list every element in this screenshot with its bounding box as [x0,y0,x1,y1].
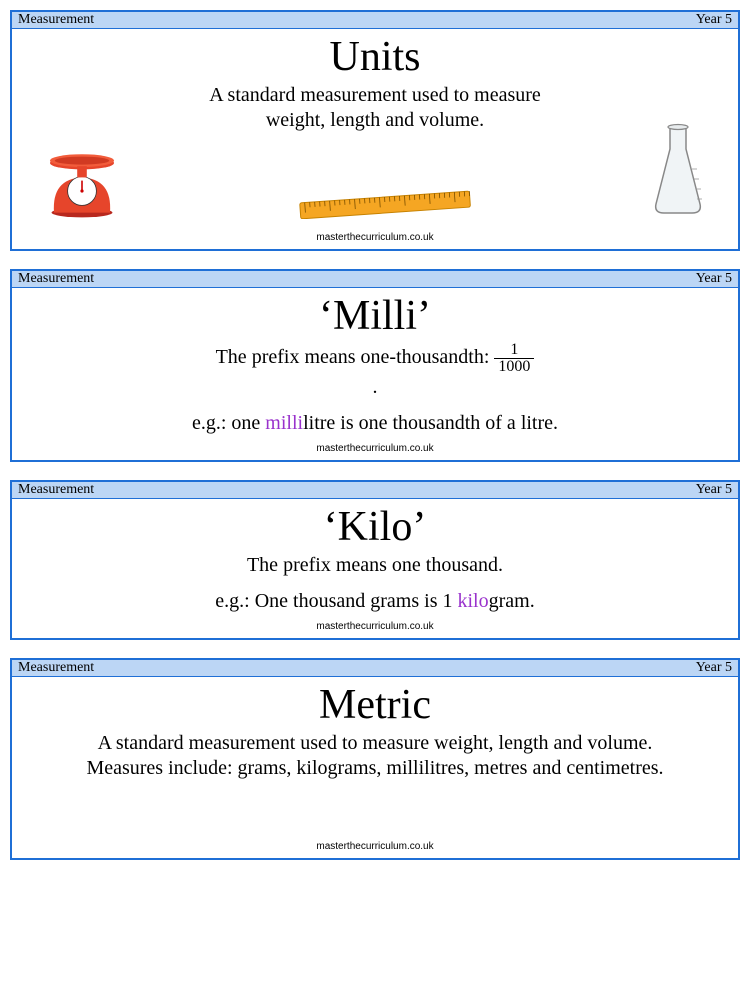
card-topic: Measurement [18,12,94,28]
card-year: Year 5 [696,482,732,498]
vocab-card: Measurement Year 5 ‘Milli’ The prefix me… [10,269,740,462]
card-body: ‘Kilo’ The prefix means one thousand. e.g… [12,499,738,638]
flask-icon [648,119,708,224]
cards-container: Measurement Year 5 Units A standard meas… [10,10,740,860]
card-title: Metric [22,681,728,729]
card-footer: masterthecurriculum.co.uk [22,443,728,454]
vocab-card: Measurement Year 5 ‘Kilo’ The prefix mea… [10,480,740,640]
vocab-card: Measurement Year 5 Metric A standard mea… [10,658,740,860]
card-description: A standard measurement used to measure w… [22,731,728,781]
card-topic: Measurement [18,482,94,498]
card-footer: masterthecurriculum.co.uk [22,232,728,243]
card-title: ‘Kilo’ [22,503,728,551]
card-title: ‘Milli’ [22,292,728,340]
ruler-icon [295,189,475,224]
card-year: Year 5 [696,12,732,28]
card-header: Measurement Year 5 [12,12,738,29]
card-title: Units [22,33,728,81]
scale-icon [42,139,122,224]
card-topic: Measurement [18,660,94,676]
card-example: e.g.: One thousand grams is 1 kilogram. [22,590,728,613]
card-header: Measurement Year 5 [12,482,738,499]
card-example: e.g.: one millilitre is one thousandth o… [22,412,728,435]
card-year: Year 5 [696,660,732,676]
card-body: Units A standard measurement used to mea… [12,29,738,249]
card-body: ‘Milli’ The prefix means one-thousandth:… [12,288,738,460]
card-footer: masterthecurriculum.co.uk [22,621,728,632]
icons-row [22,119,728,224]
vocab-card: Measurement Year 5 Units A standard meas… [10,10,740,251]
card-footer: masterthecurriculum.co.uk [22,841,728,852]
card-description: The prefix means one-thousandth: 11000. [22,342,728,400]
card-body: Metric A standard measurement used to me… [12,677,738,858]
card-topic: Measurement [18,271,94,287]
card-header: Measurement Year 5 [12,660,738,677]
card-header: Measurement Year 5 [12,271,738,288]
card-year: Year 5 [696,271,732,287]
card-description: The prefix means one thousand. [22,553,728,578]
